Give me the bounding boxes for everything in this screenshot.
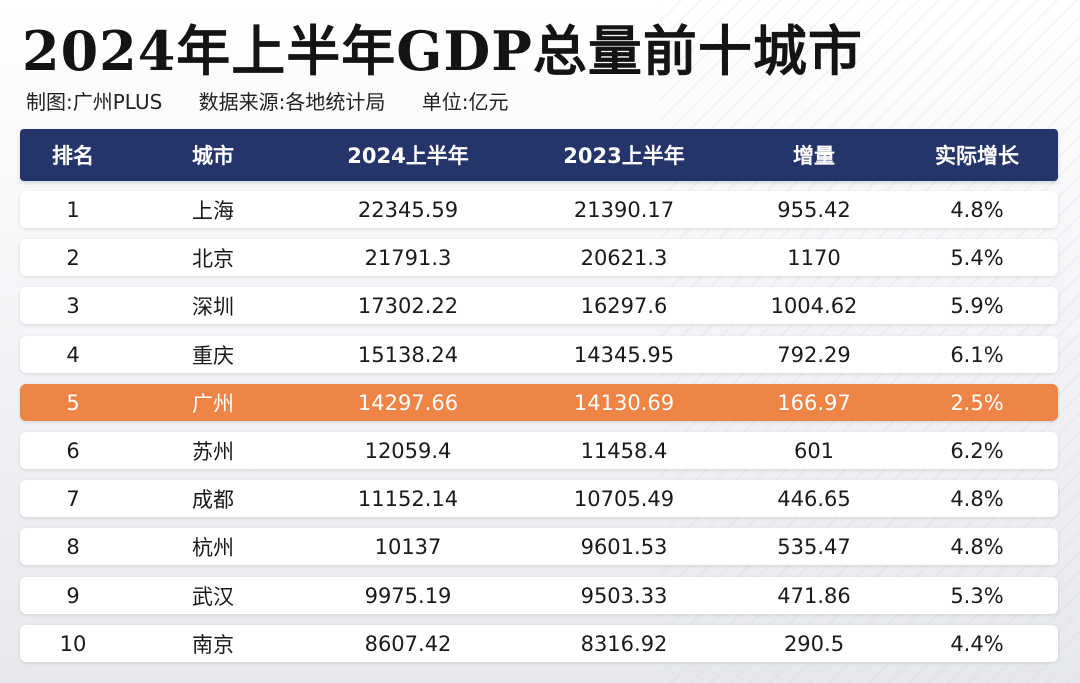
cell-h1-2023: 11458.4	[580, 438, 668, 463]
maker-credit: 制图:广州PLUS	[26, 90, 163, 114]
cell-increase: 955.42	[777, 197, 851, 222]
cell-city: 苏州	[192, 439, 234, 464]
cell-rank: 6	[66, 438, 80, 463]
cell-growth: 5.4%	[950, 245, 1004, 270]
cell-city: 南京	[192, 632, 234, 657]
cell-city: 重庆	[192, 343, 234, 368]
cell-h1-2024: 9975.19	[364, 583, 452, 608]
cell-h1-2024: 11152.14	[357, 486, 459, 511]
cell-growth: 2.5%	[950, 390, 1004, 415]
cell-h1-2024: 14297.66	[357, 390, 459, 415]
table-row-highlighted: 5 广州 14297.66 14130.69 166.97 2.5%	[20, 384, 1058, 421]
cell-h1-2024: 10137	[374, 534, 442, 559]
cell-growth: 4.8%	[950, 534, 1004, 559]
cell-h1-2024: 17302.22	[357, 293, 459, 318]
cell-growth: 6.1%	[950, 342, 1004, 367]
cell-increase: 792.29	[777, 342, 851, 367]
cell-rank: 4	[66, 342, 80, 367]
cell-increase: 446.65	[777, 486, 851, 511]
cell-rank: 9	[66, 583, 80, 608]
table-row: 4 重庆 15138.24 14345.95 792.29 6.1%	[20, 336, 1058, 373]
header-growth: 实际增长	[935, 144, 1019, 168]
cell-growth: 5.3%	[950, 583, 1004, 608]
cell-h1-2023: 21390.17	[573, 197, 675, 222]
cell-h1-2023: 20621.3	[580, 245, 668, 270]
cell-h1-2024: 15138.24	[357, 342, 459, 367]
cell-rank: 2	[66, 245, 80, 270]
cell-increase: 471.86	[777, 583, 851, 608]
cell-city: 杭州	[192, 535, 234, 560]
cell-growth: 6.2%	[950, 438, 1004, 463]
cell-rank: 1	[66, 197, 80, 222]
table-header: 排名 城市 2024上半年 2023上半年 增量 实际增长	[20, 129, 1058, 181]
cell-city: 北京	[192, 246, 234, 271]
cell-increase: 601	[793, 438, 835, 463]
cell-growth: 4.4%	[950, 631, 1004, 656]
cell-rank: 5	[66, 390, 80, 415]
table-row: 8 杭州 10137 9601.53 535.47 4.8%	[20, 528, 1058, 565]
cell-rank: 7	[66, 486, 80, 511]
cell-h1-2023: 14130.69	[573, 390, 675, 415]
header-h1-2024: 2024上半年	[347, 144, 469, 168]
cell-increase: 1004.62	[770, 293, 858, 318]
cell-increase: 1170	[787, 245, 841, 270]
cell-city: 广州	[192, 391, 234, 416]
cell-increase: 166.97	[777, 390, 851, 415]
table-row: 2 北京 21791.3 20621.3 1170 5.4%	[20, 239, 1058, 276]
cell-growth: 4.8%	[950, 486, 1004, 511]
cell-city: 上海	[192, 198, 234, 223]
cell-h1-2023: 9601.53	[580, 534, 668, 559]
page-title: 2024年上半年GDP总量前十城市	[22, 19, 863, 83]
cell-growth: 5.9%	[950, 293, 1004, 318]
table-row: 7 成都 11152.14 10705.49 446.65 4.8%	[20, 480, 1058, 517]
cell-h1-2023: 16297.6	[580, 293, 668, 318]
cell-city: 深圳	[192, 294, 234, 319]
unit-label: 单位:亿元	[421, 90, 509, 114]
table-row: 3 深圳 17302.22 16297.6 1004.62 5.9%	[20, 287, 1058, 324]
cell-h1-2023: 14345.95	[573, 342, 675, 367]
table-row: 10 南京 8607.42 8316.92 290.5 4.4%	[20, 625, 1058, 662]
cell-rank: 10	[59, 631, 87, 656]
cell-h1-2024: 8607.42	[364, 631, 452, 656]
cell-h1-2023: 9503.33	[580, 583, 668, 608]
header-rank: 排名	[52, 144, 94, 168]
cell-increase: 290.5	[783, 631, 845, 656]
data-source: 数据来源:各地统计局	[198, 90, 386, 114]
table-row: 1 上海 22345.59 21390.17 955.42 4.8%	[20, 191, 1058, 228]
table-row: 6 苏州 12059.4 11458.4 601 6.2%	[20, 432, 1058, 469]
cell-growth: 4.8%	[950, 197, 1004, 222]
cell-city: 武汉	[192, 584, 234, 609]
cell-rank: 3	[66, 293, 80, 318]
cell-h1-2023: 8316.92	[580, 631, 668, 656]
cell-h1-2024: 12059.4	[364, 438, 452, 463]
cell-increase: 535.47	[777, 534, 851, 559]
cell-h1-2024: 22345.59	[357, 197, 459, 222]
header-increase: 增量	[793, 144, 835, 168]
header-city: 城市	[192, 144, 234, 168]
header-h1-2023: 2023上半年	[563, 144, 685, 168]
cell-rank: 8	[66, 534, 80, 559]
cell-h1-2023: 10705.49	[573, 486, 675, 511]
cell-h1-2024: 21791.3	[364, 245, 452, 270]
table-row: 9 武汉 9975.19 9503.33 471.86 5.3%	[20, 577, 1058, 614]
subtitle: 制图:广州PLUS 数据来源:各地统计局 单位:亿元	[26, 88, 539, 116]
cell-city: 成都	[192, 487, 234, 512]
